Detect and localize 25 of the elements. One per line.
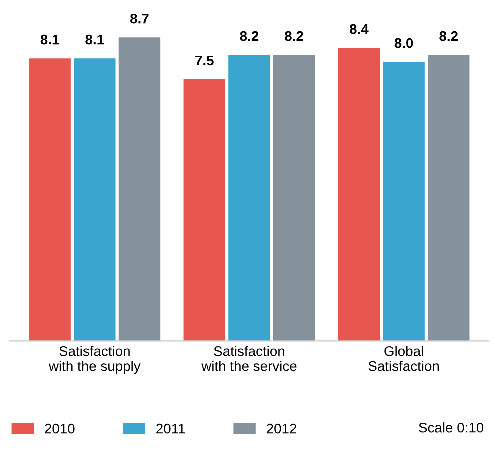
- x-tick-label: Satisfaction with the service: [202, 346, 297, 372]
- bar: [118, 38, 161, 342]
- data-label: 8.1: [86, 34, 104, 45]
- data-label: 8.2: [440, 31, 458, 42]
- bar: [29, 58, 71, 342]
- data-label: 8.4: [350, 24, 369, 34]
- text: Scale 0:10: [419, 422, 484, 433]
- bar: [428, 55, 470, 342]
- bar: [228, 55, 270, 342]
- bar: [383, 62, 425, 342]
- data-label: 8.2: [240, 31, 259, 42]
- legend-label: 2012: [267, 424, 297, 434]
- bar: [184, 80, 226, 342]
- bar: [273, 55, 316, 342]
- x-tick-label: Global Satisfaction: [368, 346, 440, 372]
- bar: [74, 58, 116, 342]
- data-label: 8.1: [40, 34, 60, 45]
- legend-label: 2011: [156, 424, 186, 434]
- data-label: 8.0: [394, 38, 414, 48]
- data-label: 8.7: [130, 14, 149, 24]
- legend-label: 2010: [45, 424, 75, 434]
- bar: [338, 48, 380, 342]
- data-label: 7.5: [196, 56, 214, 66]
- data-label: 8.2: [285, 31, 304, 42]
- x-tick-label: Satisfaction with the supply: [48, 346, 141, 374]
